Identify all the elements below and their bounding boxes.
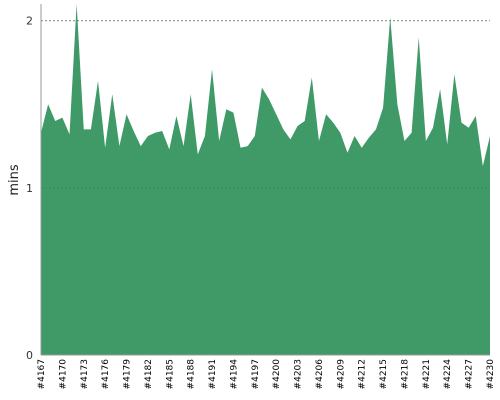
x-tick-label-4170: #4170 xyxy=(58,359,68,390)
x-tick-label-4203: #4203 xyxy=(294,359,304,389)
axis-layer xyxy=(40,4,490,356)
x-tick-label-4212: #4212 xyxy=(358,359,368,389)
x-tick-label-4221: #4221 xyxy=(422,359,432,389)
x-tick-label-4224: #4224 xyxy=(443,359,453,390)
x-tick-label-4194: #4194 xyxy=(229,359,239,390)
x-tick-label-4188: #4188 xyxy=(187,359,197,390)
x-tick-label-4167: #4167 xyxy=(37,359,47,389)
area-layer xyxy=(41,4,490,355)
x-tick-label-4209: #4209 xyxy=(336,359,346,390)
x-tick-label-4200: #4200 xyxy=(272,359,282,390)
y-tick-labels: 0 1 2 xyxy=(26,15,33,362)
x-tick-label-4230: #4230 xyxy=(486,359,496,390)
x-tick-label-4185: #4185 xyxy=(165,359,175,389)
x-tick-label-4179: #4179 xyxy=(123,359,133,390)
area-series xyxy=(41,4,490,355)
x-tick-label-4218: #4218 xyxy=(400,359,410,390)
y-tick-label-1: 1 xyxy=(26,182,33,195)
x-tick-label-4197: #4197 xyxy=(251,359,261,389)
y-axis-label: mins xyxy=(7,164,22,196)
y-tick-label-0: 0 xyxy=(26,349,33,362)
x-tick-label-4191: #4191 xyxy=(208,359,218,389)
x-tick-label-4227: #4227 xyxy=(465,359,475,389)
x-tick-label-4206: #4206 xyxy=(315,359,325,390)
x-tick-label-4215: #4215 xyxy=(379,359,389,389)
x-tick-labels: #4167 #4170 #4173 #4176 #4179 #4182 #4185 #4188… xyxy=(37,359,496,390)
x-tick-label-4173: #4173 xyxy=(80,359,90,389)
x-tick-label-4176: #4176 xyxy=(101,359,111,390)
y-tick-label-2: 2 xyxy=(26,15,33,28)
x-tick-label-4182: #4182 xyxy=(144,359,154,389)
